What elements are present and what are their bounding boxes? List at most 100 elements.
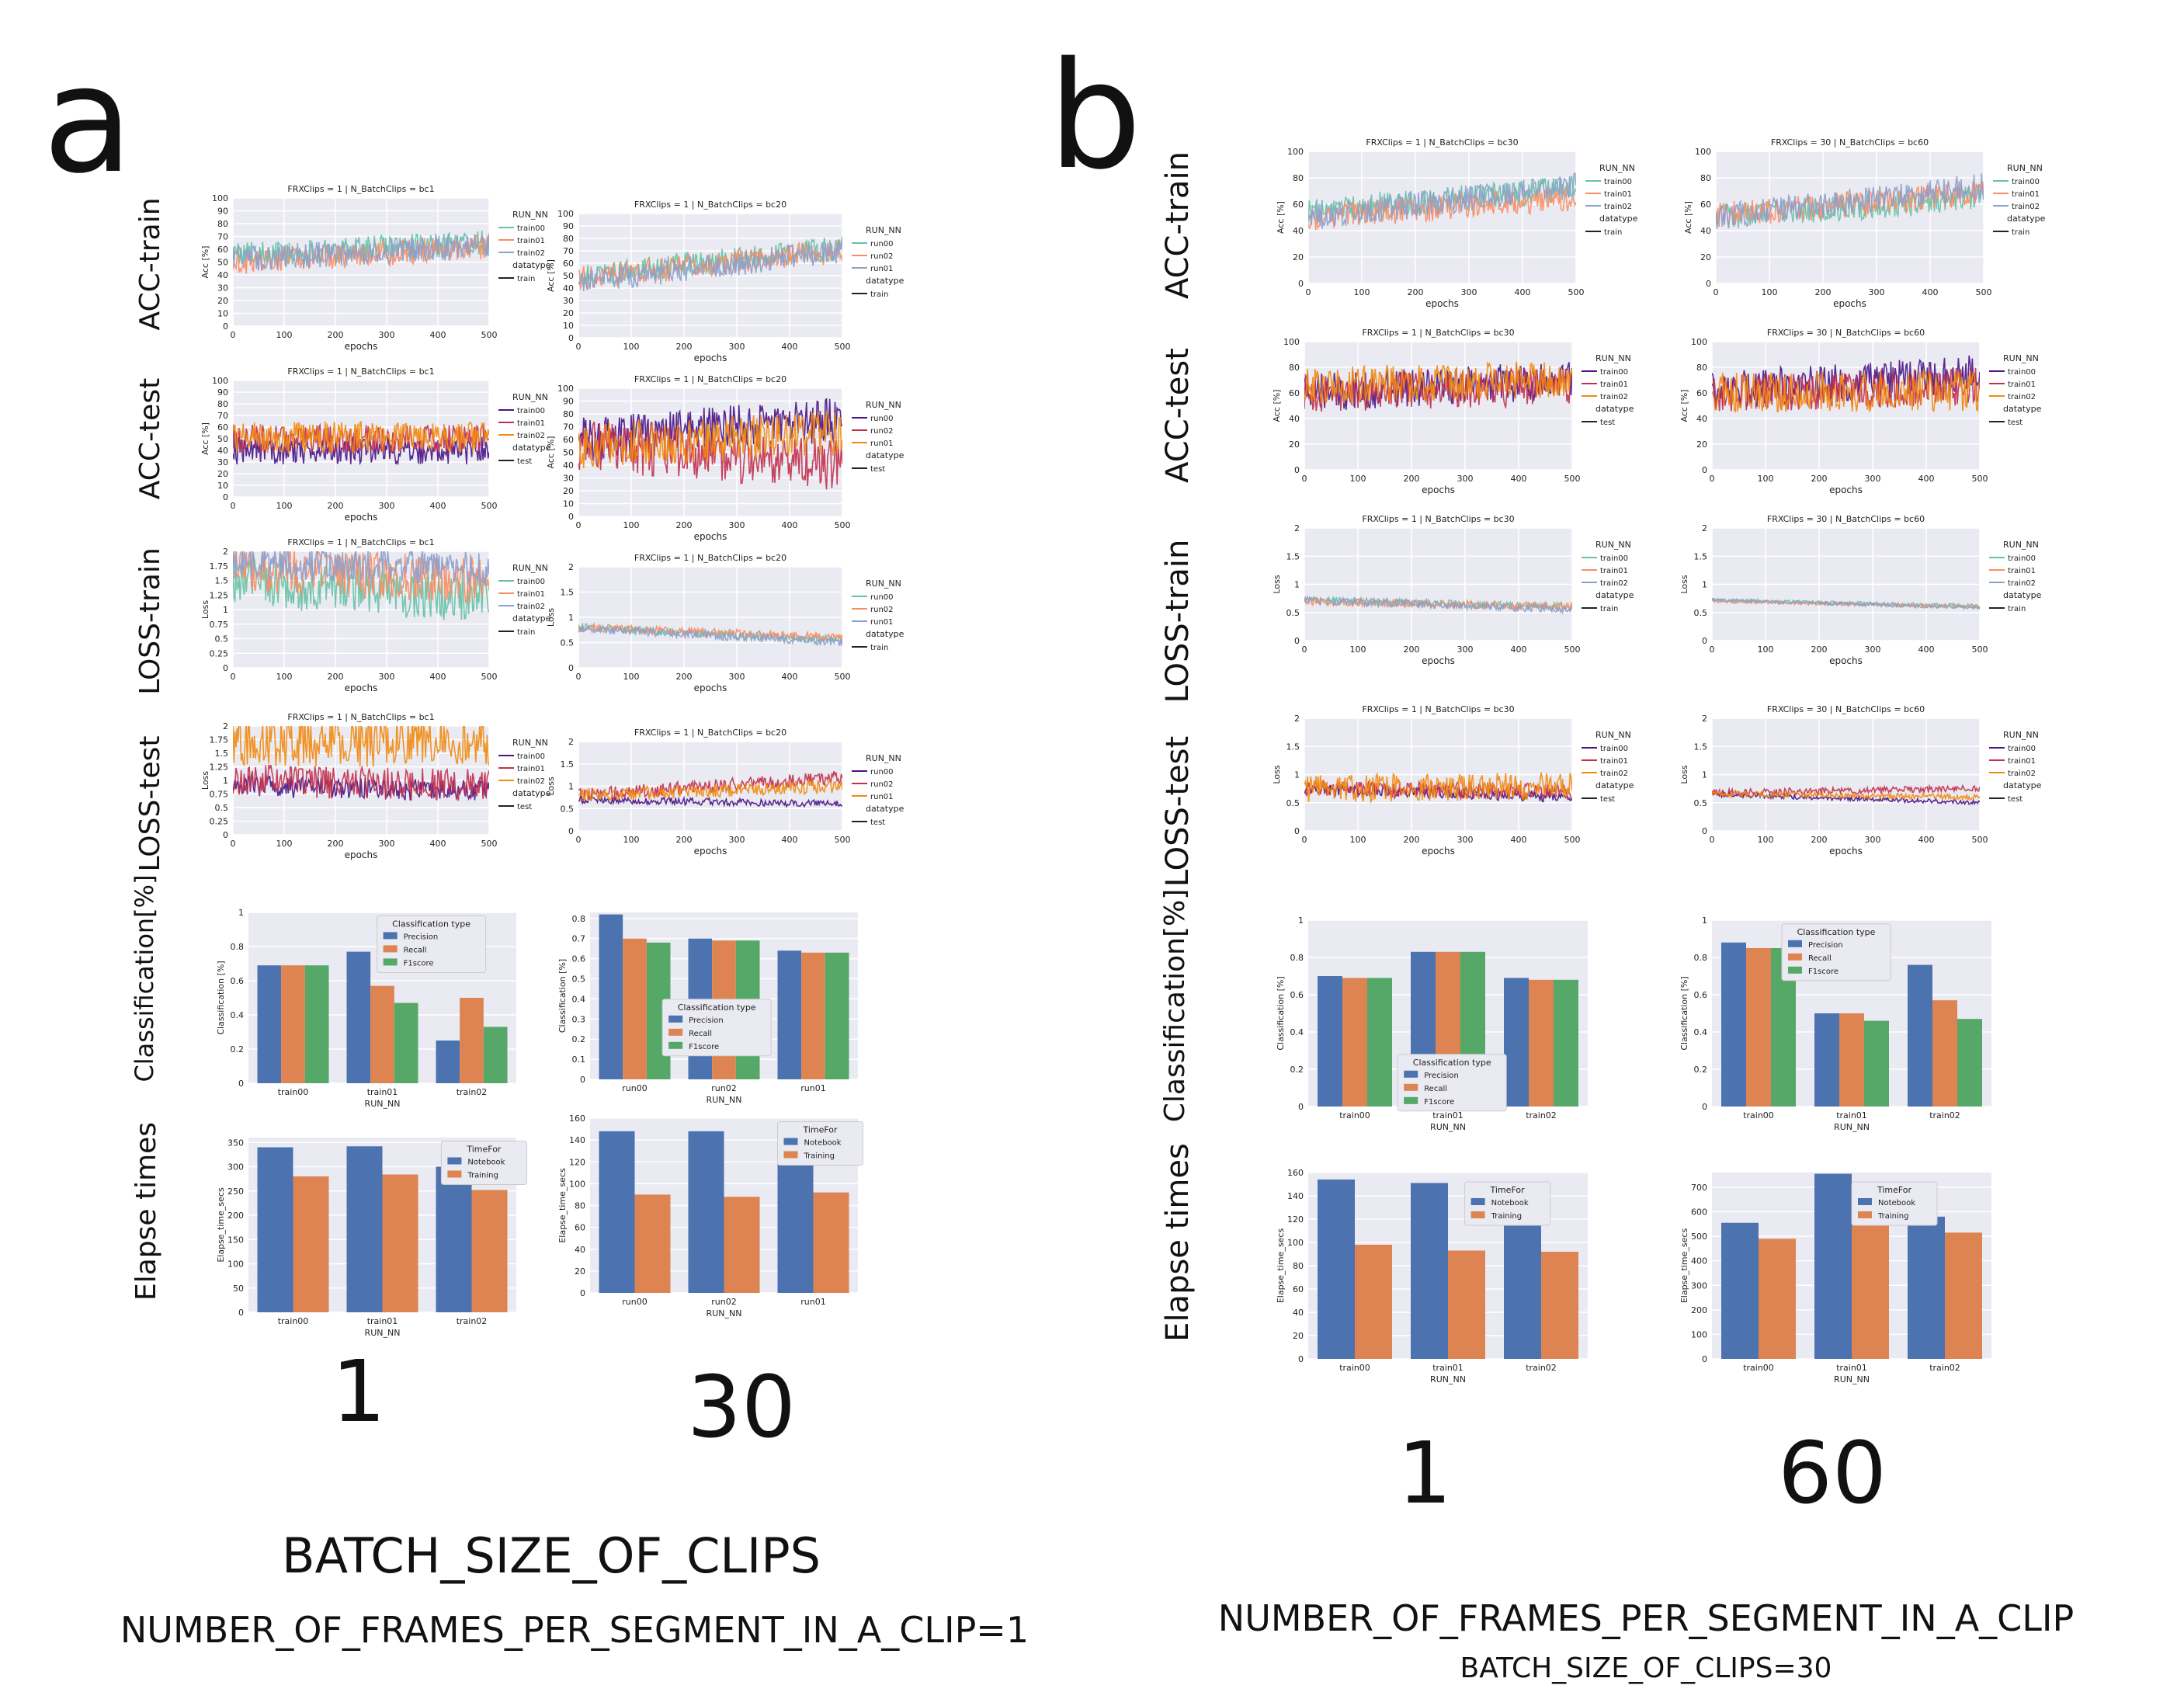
series-line-run01 [578,240,842,291]
y-tick-label: 100 [212,376,228,386]
y-tick-label: 50 [233,1284,244,1294]
bar-Notebook-train02 [436,1166,472,1312]
bar-Notebook-train00 [1318,1180,1355,1359]
x-axis-label: RUN_NN [1834,1122,1870,1132]
y-tick-label: 1 [1294,580,1300,590]
x-tick-label: 0 [231,330,236,340]
y-tick-label: 0.5 [215,803,229,813]
x-axis-label: RUN_NN [707,1308,742,1319]
legend-swatch [783,1151,798,1159]
y-tick-label: 2 [1702,523,1707,533]
legend-title: Classification type [678,1002,756,1013]
legend-item: Notebook [1878,1199,1915,1207]
chart-title: FRXClips = 1 | N_BatchClips = bc30 [1366,137,1518,148]
panel-a-row-acc-train: ACC-train [134,197,166,330]
series-line-train01 [1712,783,1980,797]
bar-Recall-train00 [1746,948,1771,1107]
bar-Recall-train00 [1342,978,1367,1107]
y-tick-label: 1 [1702,916,1707,926]
y-tick-label: 50 [563,448,574,458]
bar-Notebook-run00 [599,1131,635,1293]
x-tick-label: 200 [676,672,693,682]
x-tick-label: 400 [430,330,446,340]
y-tick-label: 40 [575,1245,585,1255]
legend-item: train [870,644,888,652]
x-tick-label: run00 [622,1083,647,1093]
y-axis-label: Loss [546,777,556,795]
legend-item: test [2008,419,2023,427]
y-axis-label: Loss [546,608,556,627]
y-axis-label: Loss [1272,575,1282,593]
chart-title: FRXClips = 1 | N_BatchClips = bc20 [634,728,786,738]
bar-Precision-train00 [1318,976,1342,1107]
x-tick-label: 300 [1457,645,1474,655]
y-axis-label: Classification [%] [557,959,568,1033]
y-axis-label: Acc [%] [200,246,210,279]
y-tick-label: 1.5 [215,576,229,586]
y-tick-label: 0 [1702,826,1707,836]
x-tick-label: 500 [1564,645,1581,655]
x-tick-label: 500 [1564,835,1581,845]
chart-b-time-1: 0 20 40 60 80 100 120 140 160 Elapse_time_secstra… [1276,1168,1588,1385]
panel-a-column-2: 30 [687,1357,796,1457]
x-axis-label: epochs [345,683,378,693]
legend-box [377,915,487,973]
y-tick-label: 50 [217,258,228,268]
x-tick-label: 200 [1404,645,1420,655]
bar-F1score-train01 [1864,1020,1889,1107]
legend-item: train00 [2008,745,2036,753]
legend-item: Precision [689,1016,724,1025]
y-tick-label: 1.5 [1286,551,1300,561]
y-tick-label: 1.75 [210,561,229,572]
y-tick-label: 70 [563,422,574,433]
panel-a-row-loss-train: LOSS-train [134,547,166,695]
plot-area [1304,342,1572,470]
y-tick-label: 100 [1695,147,1711,157]
series-line-train02 [1712,597,1980,610]
y-tick-label: 0 [238,1079,244,1089]
bar-F1score-run01 [825,952,849,1079]
x-tick-label: 300 [1865,835,1881,845]
x-tick-label: 0 [1710,835,1715,845]
legend-title: RUN_NN [2003,730,2039,740]
legend-subtitle: datatype [512,443,551,453]
y-axis-label: Classification [%] [216,961,226,1034]
y-tick-label: 0 [238,1308,244,1318]
y-tick-label: 0 [223,321,228,332]
y-tick-label: 90 [217,207,228,217]
legend-item: train01 [2012,190,2040,199]
x-tick-label: run01 [800,1297,825,1307]
y-axis-label: Acc [%] [1276,201,1286,234]
y-tick-label: 20 [217,469,228,479]
y-axis-label: Acc [%] [546,259,556,292]
legend-swatch [447,1157,462,1165]
y-axis-label: Acc [%] [1679,390,1689,422]
y-tick-label: 600 [1691,1207,1707,1218]
y-tick-label: 300 [227,1162,244,1173]
legend-title: TimeFor [1877,1185,1912,1195]
y-tick-label: 100 [212,193,228,203]
x-tick-label: 100 [1354,287,1370,297]
legend-swatch [668,1028,683,1036]
legend-swatch [383,945,398,953]
panel-a-row-classification: Classification[%] [130,874,159,1082]
x-tick-label: train01 [1432,1110,1464,1121]
x-tick-label: train02 [1929,1363,1960,1373]
legend-item: test [1600,795,1615,804]
series-line-train01 [1308,186,1576,231]
bar-Precision-train02 [1908,964,1932,1107]
x-tick-label: train00 [278,1087,309,1097]
chart-a-acc-train-1: 0 10 20 30 40 50 60 70 80 90 100 Acc [%] 0 100 200 300 4… [200,184,551,352]
x-tick-label: 400 [1515,287,1531,297]
bar-Notebook-train00 [1721,1222,1759,1359]
x-tick-label: 500 [481,839,498,849]
bar-Training-train00 [1759,1239,1796,1359]
y-tick-label: 0 [223,663,228,673]
legend-item: train01 [517,590,545,599]
y-tick-label: 100 [569,1179,585,1189]
legend-swatch [1404,1083,1418,1091]
y-tick-label: 30 [217,457,228,467]
y-tick-label: 0.6 [1694,990,1708,1000]
y-tick-label: 0.5 [561,638,575,648]
y-tick-label: 10 [563,321,574,331]
